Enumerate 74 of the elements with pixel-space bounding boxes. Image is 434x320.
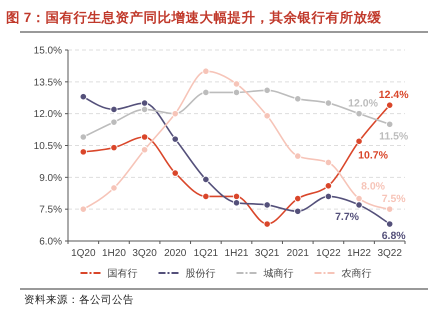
point (386, 206, 394, 213)
x-tick-label: 3Q22 (377, 248, 402, 259)
point (80, 206, 87, 213)
data-label: 7.7% (335, 210, 360, 223)
point (324, 99, 332, 107)
point (232, 88, 240, 96)
y-tick-label: 6.0% (39, 236, 62, 248)
point (110, 118, 118, 126)
y-tick-label: 10.5% (34, 141, 62, 152)
x-tick-label: 2020 (164, 248, 187, 259)
data-label: 7.5% (382, 193, 406, 206)
point (232, 199, 240, 206)
point (80, 93, 87, 100)
x-tick-label: 1Q21 (194, 248, 219, 259)
x-tick-label: 1H22 (347, 248, 372, 259)
y-tick-label: 13.5% (34, 77, 62, 88)
point (140, 146, 148, 154)
point (264, 220, 271, 228)
point (172, 169, 179, 177)
y-tick-label: 12.0% (34, 109, 62, 120)
point (264, 86, 271, 94)
point (355, 194, 363, 202)
point (172, 136, 179, 143)
data-label: 10.7% (358, 149, 389, 162)
point (202, 68, 210, 75)
legend-label: 农商行 (342, 268, 372, 280)
x-tick-label: 1Q22 (316, 248, 342, 259)
data-label: 8.0% (361, 180, 386, 193)
data-label: 6.8% (382, 230, 406, 242)
x-tick-label: 3Q21 (254, 248, 280, 259)
point (294, 194, 302, 202)
point (202, 176, 210, 184)
point (355, 110, 363, 118)
point (140, 106, 148, 114)
data-label: 11.5% (379, 130, 409, 142)
x-tick-label: 1Q20 (71, 248, 96, 259)
data-label: 12.0% (348, 98, 379, 110)
point (386, 102, 394, 109)
point (324, 182, 332, 190)
text: 资料来源：各公司公告 (24, 293, 134, 306)
legend-label: 股份行 (186, 268, 216, 280)
point (294, 208, 302, 215)
point (324, 192, 332, 200)
legend-label: 国有行 (108, 268, 138, 280)
point (110, 144, 118, 152)
point (264, 201, 271, 209)
point (294, 95, 302, 102)
point (355, 138, 363, 145)
point (140, 133, 148, 141)
point (232, 80, 240, 88)
point (355, 201, 363, 209)
y-tick-label: 15.0% (34, 46, 62, 56)
point (264, 112, 271, 120)
legend-label: 城商行 (262, 268, 294, 280)
y-tick-label: 9.0% (39, 172, 62, 184)
point (202, 88, 210, 96)
x-tick-label: 3Q20 (132, 248, 158, 259)
point (294, 152, 302, 160)
x-tick-label: 1H21 (224, 248, 249, 259)
point (386, 120, 394, 128)
point (232, 192, 240, 200)
point (386, 220, 394, 228)
point (80, 148, 87, 156)
point (110, 184, 118, 192)
chart-title: 图 7：国有行生息资产同比增速大幅提升，其余银行有所放缓 (6, 9, 382, 25)
point (110, 106, 118, 114)
point (140, 99, 148, 107)
point (80, 133, 87, 141)
y-tick-label: 7.5% (39, 204, 62, 216)
point (324, 158, 332, 166)
x-tick-label: 1H20 (102, 248, 126, 259)
point (202, 192, 210, 200)
data-label: 12.4% (378, 89, 410, 102)
x-tick-label: 2021 (286, 248, 310, 259)
